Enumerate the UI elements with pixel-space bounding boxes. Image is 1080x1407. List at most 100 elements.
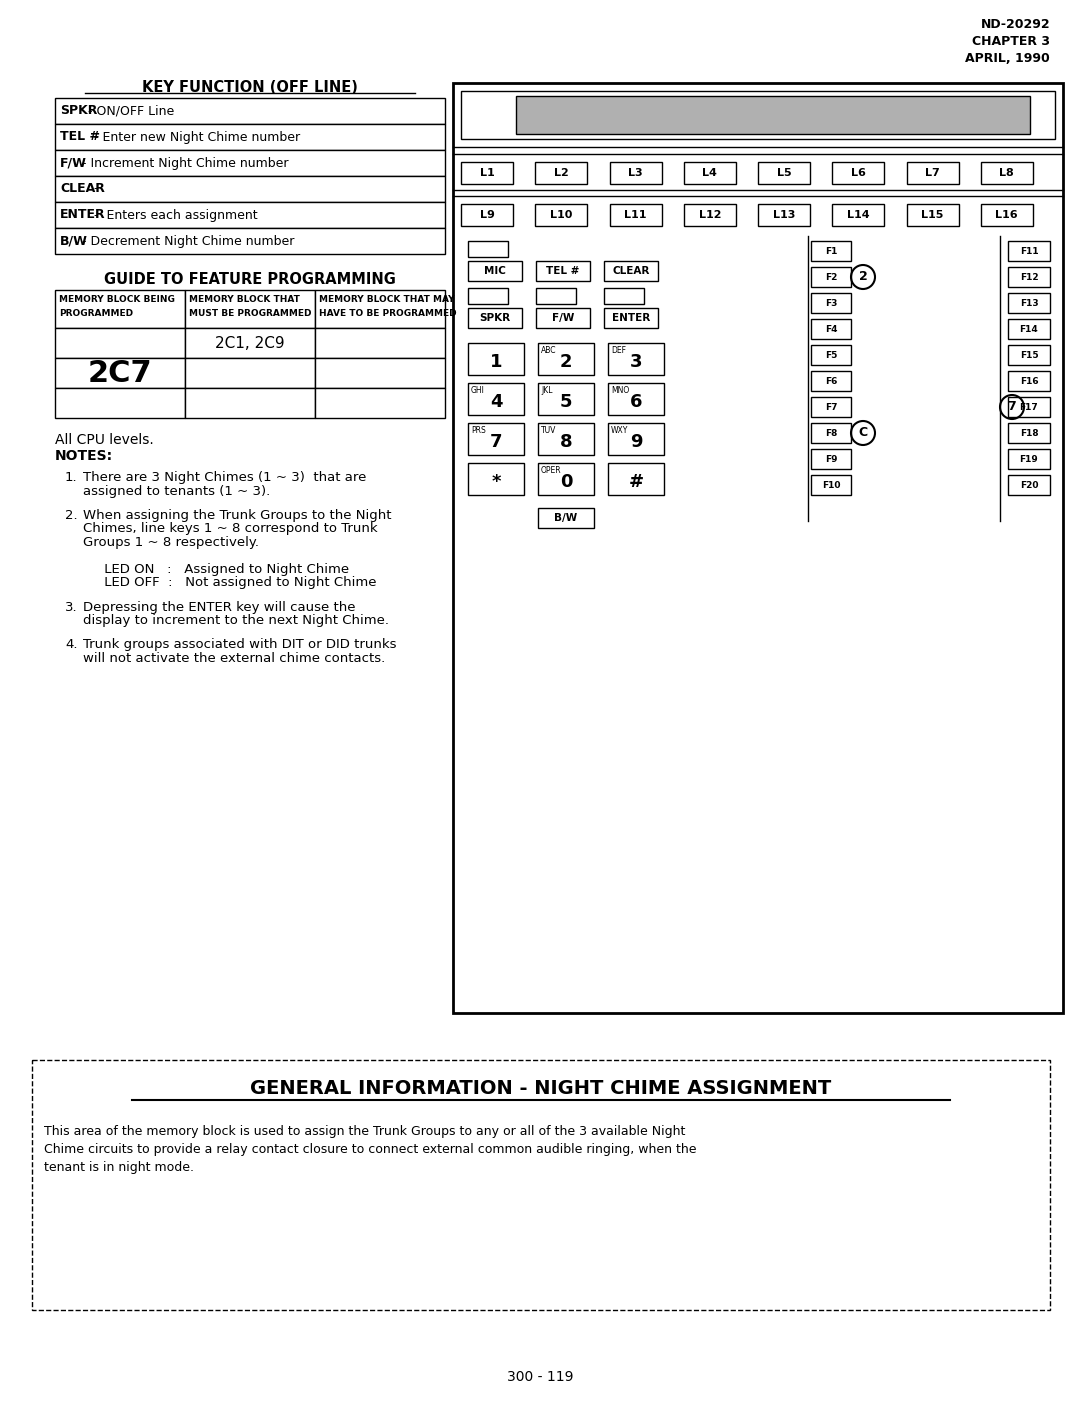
Text: L9: L9	[480, 210, 495, 219]
Text: 300 - 119: 300 - 119	[507, 1370, 573, 1384]
Text: MEMORY BLOCK BEING: MEMORY BLOCK BEING	[59, 295, 175, 304]
Text: 9: 9	[630, 433, 643, 452]
Text: F20: F20	[1020, 481, 1038, 490]
Text: will not activate the external chime contacts.: will not activate the external chime con…	[83, 651, 386, 666]
Bar	[811, 345, 851, 364]
Text: 8: 8	[559, 433, 572, 452]
Bar	[811, 476, 851, 495]
Text: 1.: 1.	[65, 471, 78, 484]
Text: 6: 6	[630, 393, 643, 411]
Bar	[1008, 319, 1050, 339]
Text: APRIL, 1990: APRIL, 1990	[966, 52, 1050, 65]
Text: F6: F6	[825, 377, 837, 386]
Text: 4: 4	[489, 393, 502, 411]
Bar	[981, 162, 1032, 184]
Bar	[608, 463, 664, 495]
Bar	[468, 288, 508, 304]
Text: MEMORY BLOCK THAT MAY: MEMORY BLOCK THAT MAY	[319, 295, 455, 304]
Bar	[758, 204, 810, 227]
Text: NOTES:: NOTES:	[55, 449, 113, 463]
Text: Groups 1 ~ 8 respectively.: Groups 1 ~ 8 respectively.	[83, 536, 259, 549]
Text: L11: L11	[624, 210, 647, 219]
Text: -  Enters each assignment: - Enters each assignment	[90, 208, 258, 221]
Text: MNO: MNO	[611, 386, 630, 395]
Bar	[55, 357, 185, 388]
Text: ND-20292: ND-20292	[981, 18, 1050, 31]
Bar	[55, 98, 445, 124]
Bar	[315, 328, 445, 357]
Text: #: #	[629, 473, 644, 491]
Bar	[468, 308, 522, 328]
Bar	[811, 371, 851, 391]
Text: 2C1, 2C9: 2C1, 2C9	[215, 335, 285, 350]
Text: DEF: DEF	[611, 346, 626, 355]
Bar	[1008, 267, 1050, 287]
Text: *: *	[491, 473, 501, 491]
Text: 0: 0	[559, 473, 572, 491]
Bar	[536, 288, 576, 304]
Text: LED ON   :   Assigned to Night Chime: LED ON : Assigned to Night Chime	[83, 563, 349, 575]
Bar	[32, 1059, 1050, 1310]
Text: - Decrement Night Chime number: - Decrement Night Chime number	[78, 235, 295, 248]
Bar	[315, 290, 445, 328]
Text: F3: F3	[825, 298, 837, 308]
Text: LED OFF  :   Not assigned to Night Chime: LED OFF : Not assigned to Night Chime	[83, 577, 377, 590]
Bar	[55, 151, 445, 176]
Bar	[55, 290, 185, 328]
Text: assigned to tenants (1 ~ 3).: assigned to tenants (1 ~ 3).	[83, 484, 270, 498]
Text: 1: 1	[489, 353, 502, 371]
Bar	[538, 343, 594, 376]
Bar	[185, 328, 315, 357]
Text: GUIDE TO FEATURE PROGRAMMING: GUIDE TO FEATURE PROGRAMMING	[104, 272, 396, 287]
Bar	[55, 176, 445, 203]
Text: TEL #: TEL #	[60, 131, 100, 144]
Bar	[1008, 449, 1050, 469]
Text: F1: F1	[825, 246, 837, 256]
Bar	[55, 203, 445, 228]
Text: JKL: JKL	[541, 386, 553, 395]
Text: 5: 5	[559, 393, 572, 411]
Text: GHI: GHI	[471, 386, 485, 395]
Bar	[811, 319, 851, 339]
Text: L1: L1	[480, 167, 495, 179]
Text: F12: F12	[1020, 273, 1038, 281]
Text: Depressing the ENTER key will cause the: Depressing the ENTER key will cause the	[83, 601, 355, 613]
Bar	[538, 424, 594, 454]
Text: L14: L14	[847, 210, 869, 219]
Bar	[468, 383, 524, 415]
Bar	[55, 388, 185, 418]
Text: F5: F5	[825, 350, 837, 360]
Text: C: C	[859, 426, 867, 439]
Bar	[608, 343, 664, 376]
Bar	[461, 91, 1055, 139]
Bar	[811, 397, 851, 416]
Bar	[811, 293, 851, 312]
Text: OPER: OPER	[541, 466, 562, 476]
Text: L16: L16	[996, 210, 1018, 219]
Text: F9: F9	[825, 454, 837, 463]
Bar	[1008, 424, 1050, 443]
Text: F14: F14	[1020, 325, 1038, 333]
Bar	[684, 162, 735, 184]
Text: SPKR: SPKR	[480, 312, 511, 324]
Text: Chime circuits to provide a relay contact closure to connect external common aud: Chime circuits to provide a relay contac…	[44, 1142, 697, 1157]
Bar	[461, 204, 513, 227]
Text: F10: F10	[822, 481, 840, 490]
Bar	[536, 262, 590, 281]
Text: PROGRAMMED: PROGRAMMED	[59, 310, 133, 318]
Bar	[758, 162, 810, 184]
Bar	[1008, 241, 1050, 262]
Text: MIC: MIC	[484, 266, 505, 276]
Bar	[468, 241, 508, 257]
Bar	[811, 424, 851, 443]
Bar	[1008, 371, 1050, 391]
Bar	[833, 162, 885, 184]
Text: L3: L3	[629, 167, 643, 179]
Text: B/W: B/W	[554, 514, 578, 523]
Text: L10: L10	[550, 210, 572, 219]
Text: 3: 3	[630, 353, 643, 371]
Text: B/W: B/W	[60, 235, 87, 248]
Text: ENTER: ENTER	[612, 312, 650, 324]
Text: L5: L5	[777, 167, 792, 179]
Text: display to increment to the next Night Chime.: display to increment to the next Night C…	[83, 613, 389, 628]
